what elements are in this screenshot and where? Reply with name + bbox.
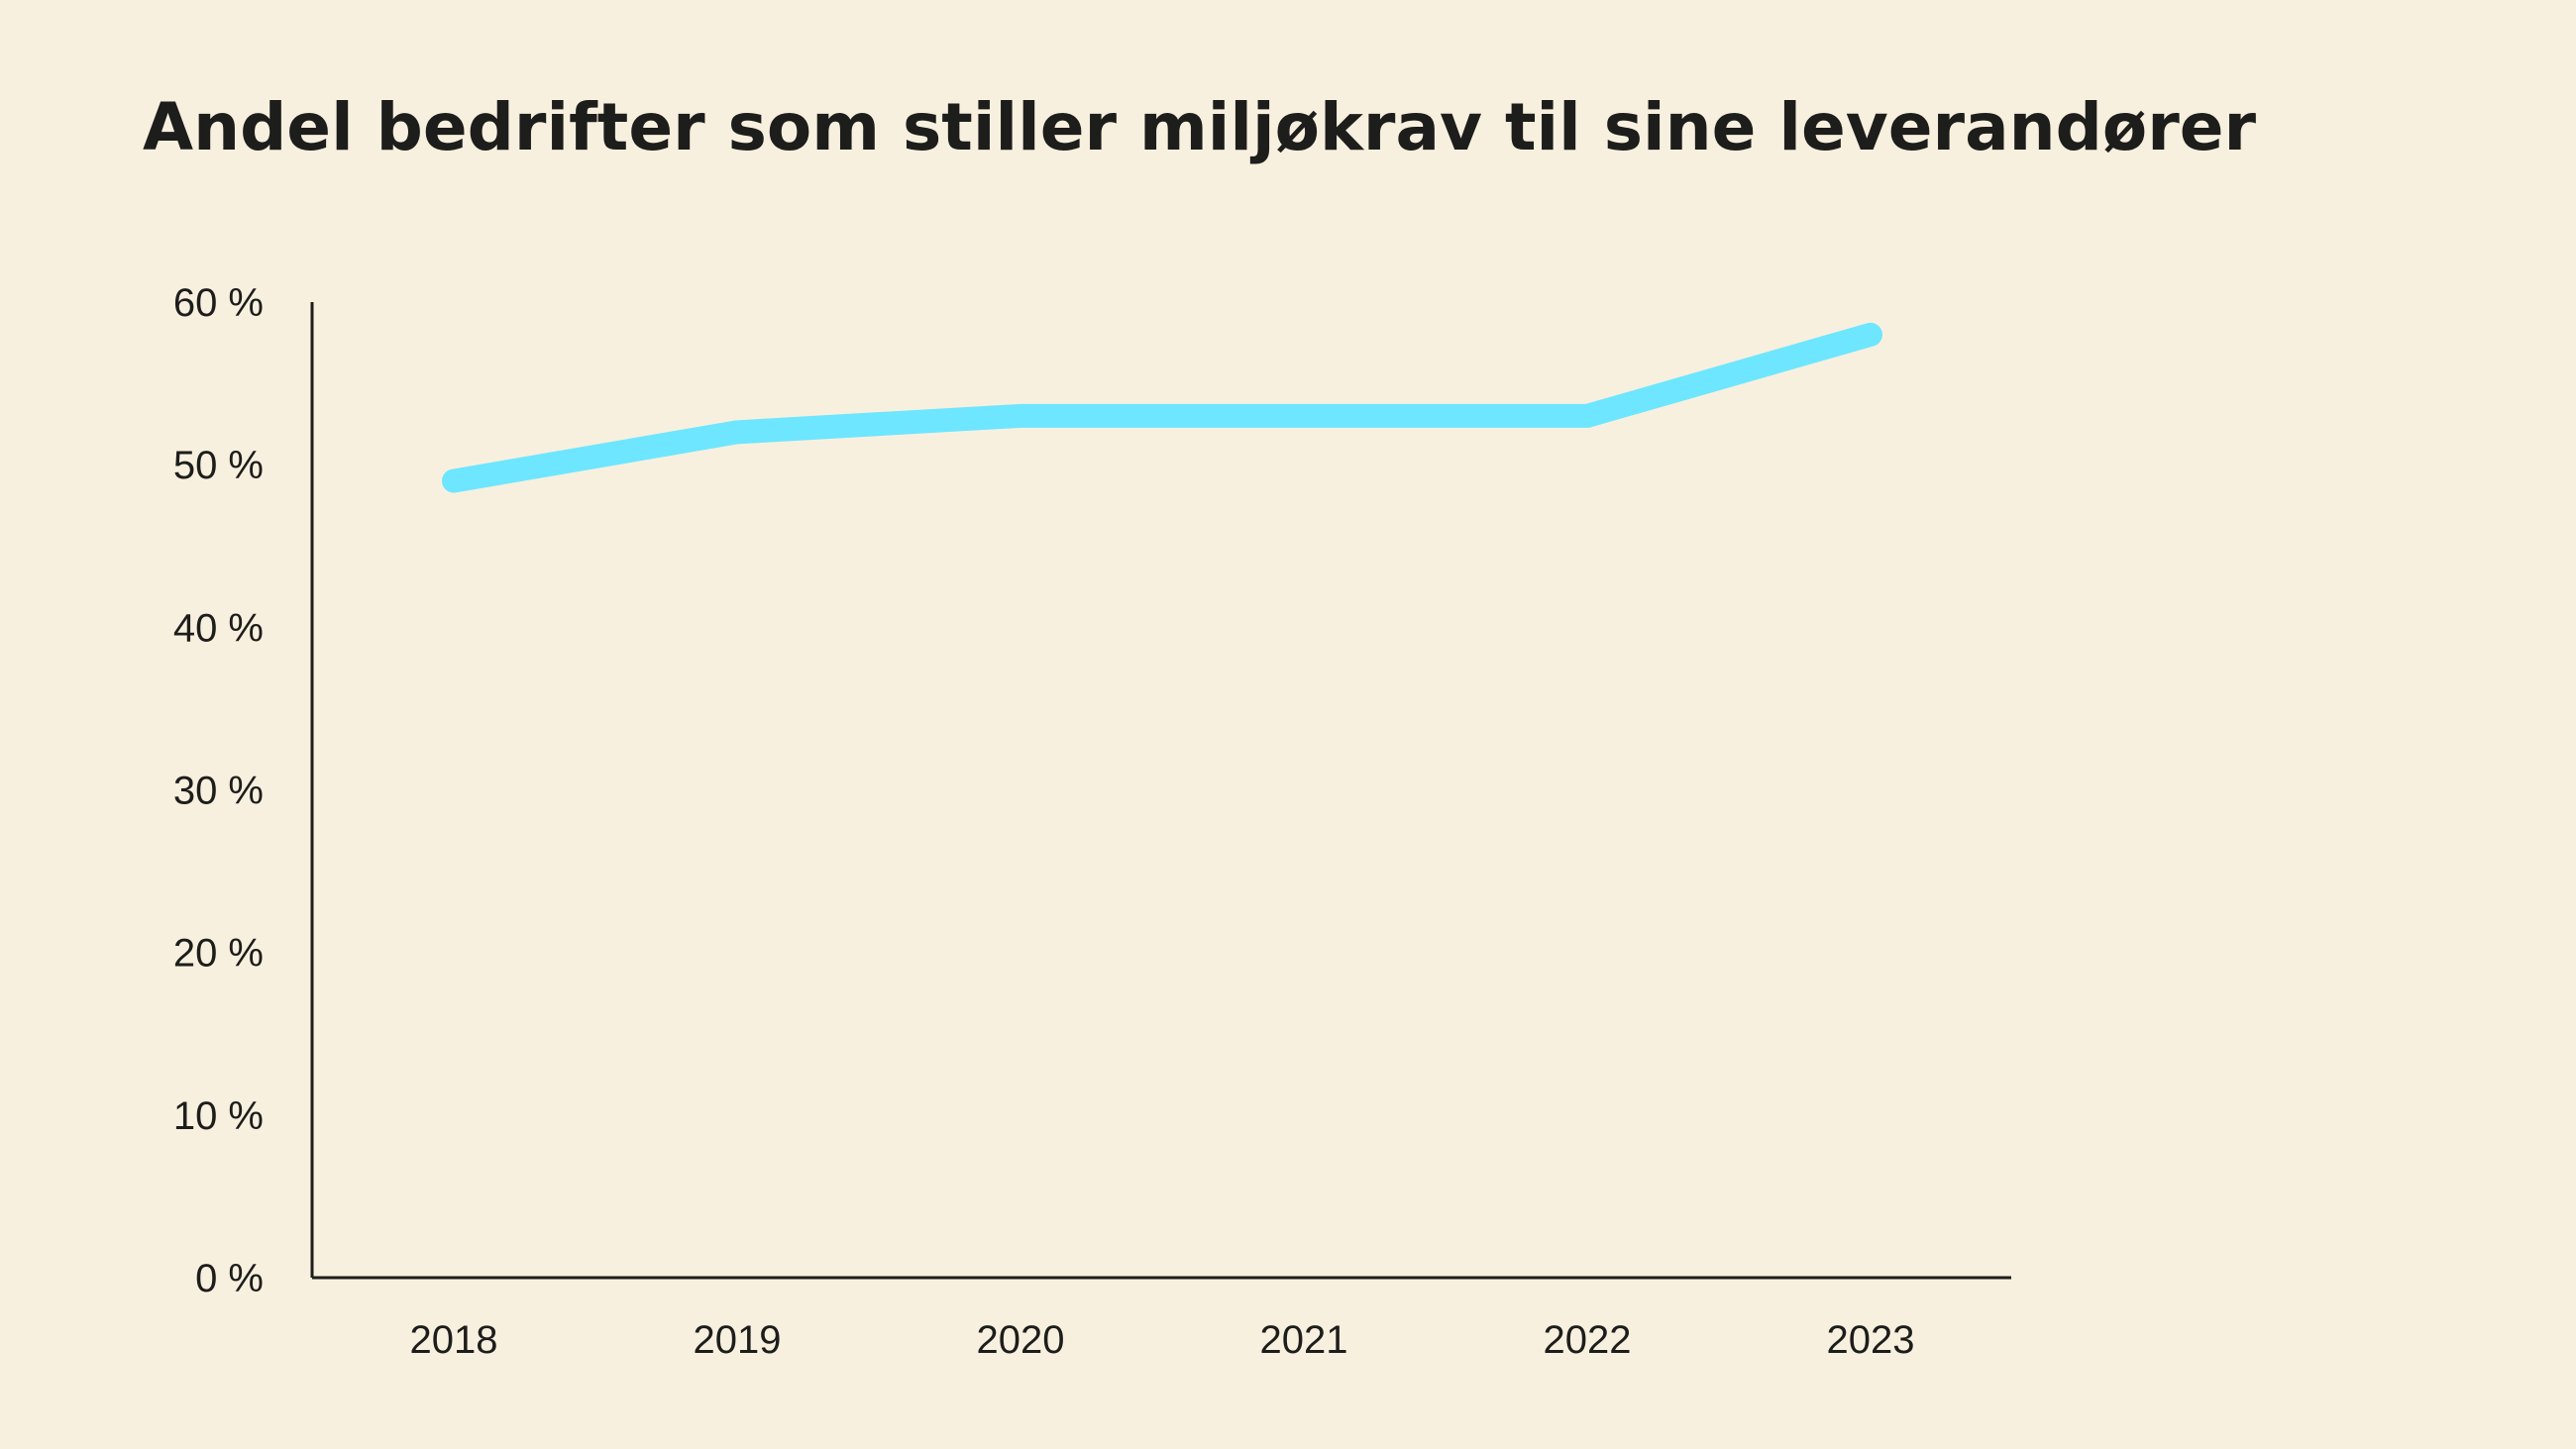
x-tick-label: 2023 <box>1827 1318 1915 1362</box>
y-tick-label: 60 % <box>173 281 264 325</box>
x-tick-label: 2018 <box>410 1318 498 1362</box>
y-tick-label: 50 % <box>173 444 264 487</box>
x-tick-label: 2020 <box>977 1318 1065 1362</box>
series-line <box>442 322 1882 493</box>
x-axis-labels: 2018 2019 2020 2021 2022 2023 <box>410 1318 1915 1362</box>
x-tick-label: 2021 <box>1260 1318 1348 1362</box>
y-axis-labels: 0 % 10 % 20 % 30 % 40 % 50 % 60 % <box>173 281 264 1300</box>
y-tick-label: 10 % <box>173 1094 264 1138</box>
y-tick-label: 0 % <box>195 1257 264 1300</box>
series-layer <box>442 322 1882 493</box>
x-tick-label: 2019 <box>694 1318 782 1362</box>
y-tick-label: 20 % <box>173 932 264 976</box>
chart-title: Andel bedrifter som stiller miljøkrav ti… <box>143 89 2257 165</box>
y-tick-label: 40 % <box>173 606 264 650</box>
x-tick-label: 2022 <box>1544 1318 1632 1362</box>
y-tick-label: 30 % <box>173 770 264 813</box>
